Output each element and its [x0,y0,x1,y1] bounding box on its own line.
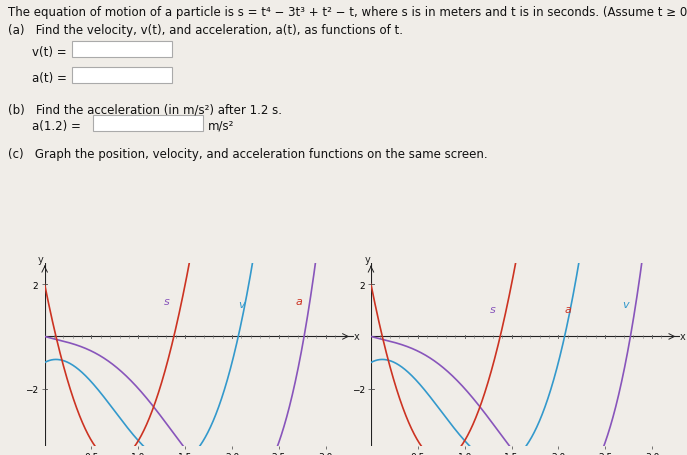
Text: a: a [564,304,571,314]
Text: (c)   Graph the position, velocity, and acceleration functions on the same scree: (c) Graph the position, velocity, and ac… [8,148,488,161]
Text: y: y [38,254,44,264]
Text: a: a [296,297,303,307]
Text: s: s [164,297,169,307]
Text: x: x [354,332,359,342]
Text: v(t) =: v(t) = [32,46,67,59]
Text: m/s²: m/s² [208,120,234,133]
Text: a(t) =: a(t) = [32,72,67,85]
Bar [93,116,203,131]
Text: v: v [238,299,245,309]
Bar [72,68,172,84]
Text: v: v [622,299,629,309]
Text: (a)   Find the velocity, v(t), and acceleration, a(t), as functions of t.: (a) Find the velocity, v(t), and acceler… [8,24,403,37]
Text: (b)   Find the acceleration (in m/s²) after 1.2 s.: (b) Find the acceleration (in m/s²) afte… [8,104,282,117]
Text: The equation of motion of a particle is s = t⁴ − 3t³ + t² − t, where s is in met: The equation of motion of a particle is … [8,6,687,19]
Text: y: y [364,254,370,264]
Text: x: x [680,332,686,342]
Text: s: s [490,304,495,314]
Bar [72,42,172,58]
Text: a(1.2) =: a(1.2) = [32,120,81,133]
